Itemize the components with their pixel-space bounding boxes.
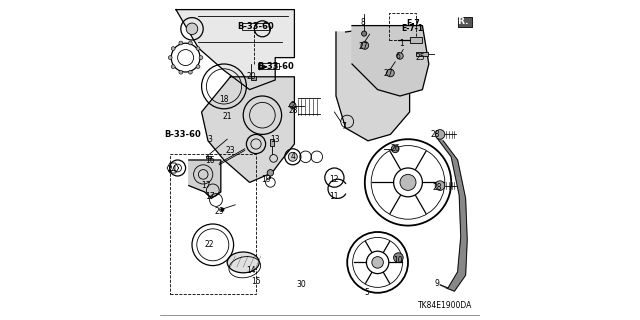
Bar xyxy=(416,52,428,56)
Text: 5: 5 xyxy=(364,288,369,297)
Circle shape xyxy=(435,181,445,190)
Text: 6: 6 xyxy=(396,52,401,60)
Polygon shape xyxy=(437,138,467,291)
Text: B-33-60: B-33-60 xyxy=(164,130,201,139)
Text: 4: 4 xyxy=(291,152,295,161)
Text: 25: 25 xyxy=(416,53,426,62)
Circle shape xyxy=(372,257,383,268)
Text: 29: 29 xyxy=(214,207,224,216)
Text: 13: 13 xyxy=(270,135,280,144)
Polygon shape xyxy=(189,160,221,198)
Text: FR.: FR. xyxy=(452,17,469,26)
Circle shape xyxy=(392,145,399,153)
Circle shape xyxy=(387,69,394,77)
Polygon shape xyxy=(336,26,410,141)
Bar xyxy=(206,156,211,158)
Circle shape xyxy=(268,170,274,176)
Circle shape xyxy=(196,65,200,68)
Text: 26: 26 xyxy=(390,144,400,153)
Circle shape xyxy=(172,65,175,68)
Bar xyxy=(270,139,275,146)
Text: 30: 30 xyxy=(296,280,306,289)
Text: 10: 10 xyxy=(394,256,403,265)
Text: 28: 28 xyxy=(432,183,442,192)
Text: E-7: E-7 xyxy=(406,19,420,28)
Text: 27: 27 xyxy=(384,69,394,78)
Text: 1: 1 xyxy=(399,39,404,48)
Circle shape xyxy=(289,102,296,109)
Circle shape xyxy=(179,41,183,45)
Text: 21: 21 xyxy=(223,112,232,121)
Circle shape xyxy=(221,208,224,211)
Circle shape xyxy=(397,53,403,59)
Bar xyxy=(258,63,280,69)
Polygon shape xyxy=(176,10,294,90)
Text: 20: 20 xyxy=(246,72,256,81)
Text: 28: 28 xyxy=(288,106,298,115)
Text: 23: 23 xyxy=(225,146,236,155)
Bar xyxy=(242,23,269,30)
Circle shape xyxy=(172,47,175,51)
Circle shape xyxy=(168,56,172,60)
Text: 17: 17 xyxy=(205,192,214,201)
Circle shape xyxy=(394,253,403,262)
Text: 27: 27 xyxy=(358,42,368,51)
Circle shape xyxy=(288,152,297,161)
Circle shape xyxy=(188,41,192,45)
Circle shape xyxy=(362,31,367,36)
Circle shape xyxy=(435,130,445,139)
Text: 28: 28 xyxy=(431,130,440,139)
Circle shape xyxy=(188,70,192,74)
Text: B-33-60: B-33-60 xyxy=(257,62,294,71)
Text: 15: 15 xyxy=(251,277,261,286)
Text: TK84E1900DA: TK84E1900DA xyxy=(418,301,472,310)
Text: 7: 7 xyxy=(342,122,346,131)
Text: E-7-1: E-7-1 xyxy=(402,24,424,33)
Text: 11: 11 xyxy=(330,192,339,201)
Text: 22: 22 xyxy=(205,240,214,249)
Text: 8: 8 xyxy=(361,18,365,27)
Bar xyxy=(458,17,472,27)
Circle shape xyxy=(186,23,198,35)
Text: 17: 17 xyxy=(202,181,211,190)
Text: 18: 18 xyxy=(220,95,228,104)
Text: 3: 3 xyxy=(207,135,212,144)
Circle shape xyxy=(400,174,416,190)
Bar xyxy=(410,37,422,43)
Polygon shape xyxy=(352,26,429,96)
Text: 2: 2 xyxy=(291,101,295,110)
Text: B-33-60: B-33-60 xyxy=(237,22,274,31)
Text: 9: 9 xyxy=(435,279,439,288)
Bar xyxy=(388,13,416,40)
Circle shape xyxy=(196,47,200,51)
Circle shape xyxy=(199,56,203,60)
Text: 16: 16 xyxy=(205,156,214,164)
Ellipse shape xyxy=(227,252,259,273)
Text: 14: 14 xyxy=(246,266,256,275)
Polygon shape xyxy=(202,77,294,182)
Circle shape xyxy=(361,42,369,49)
Circle shape xyxy=(179,70,183,74)
Text: 19: 19 xyxy=(260,175,271,184)
Text: 24: 24 xyxy=(168,165,178,174)
Bar xyxy=(170,154,256,294)
Text: 12: 12 xyxy=(330,175,339,184)
Bar xyxy=(251,76,256,80)
